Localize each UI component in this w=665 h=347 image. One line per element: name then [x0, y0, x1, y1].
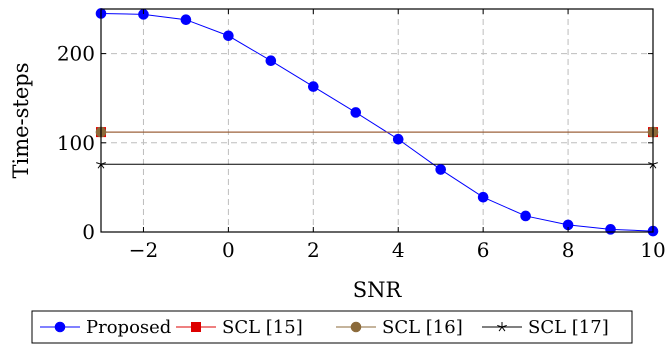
legend: Proposed SCL [15] SCL [16] SCL [17] [31, 310, 633, 344]
data-point-0-4 [265, 55, 277, 67]
data-point-0-6 [350, 107, 362, 118]
y-axis-label: Time-steps [9, 62, 33, 178]
data-point-0-5 [308, 81, 319, 92]
legend-box [31, 310, 633, 344]
data-point-0-12 [605, 224, 616, 235]
data-point-0-10 [520, 210, 531, 222]
data-point-0-3 [223, 30, 234, 42]
series-line-0 [100, 12, 654, 232]
x-tick-label: 4 [392, 238, 405, 262]
x-tick-label: 0 [222, 238, 235, 262]
plot-frame [100, 8, 654, 233]
data-point-0-7 [392, 133, 404, 145]
y-tick-label: 0 [82, 220, 95, 244]
legend-label-2: SCL [16] [382, 317, 463, 338]
star-marker-arm [648, 162, 654, 165]
plot-lines [100, 12, 654, 232]
legend-label-3: SCL [17] [528, 317, 609, 338]
x-tick-label: −2 [129, 238, 158, 262]
star-marker-arm [100, 162, 106, 165]
data-point-0-9 [477, 191, 489, 203]
legend-label-1: SCL [15] [222, 317, 303, 338]
star-marker-arm [501, 324, 507, 328]
legend-marker-2 [350, 321, 362, 333]
x-tick-label: 8 [562, 238, 575, 262]
x-tick-label: 10 [640, 238, 665, 262]
legend-marker-3 [497, 322, 507, 332]
markers [95, 8, 659, 237]
star-marker-arm [498, 326, 503, 332]
star-marker-arm [497, 324, 503, 328]
star-marker-arm [652, 162, 658, 165]
data-point-0-2 [180, 14, 192, 26]
y-tick-label: 100 [57, 131, 95, 155]
grid [101, 9, 653, 232]
legend-label-0: Proposed [86, 317, 171, 338]
legend-marker-0 [54, 321, 66, 333]
x-axis-label: SNR [353, 278, 403, 302]
x-tick-label: 6 [477, 238, 490, 262]
legend-marker-1 [191, 322, 201, 332]
star-marker-arm [501, 326, 506, 332]
star-marker-arm [96, 162, 102, 165]
x-tick-label: 2 [307, 238, 320, 262]
data-point-0-8 [435, 164, 446, 175]
y-tick-label: 200 [57, 42, 95, 66]
